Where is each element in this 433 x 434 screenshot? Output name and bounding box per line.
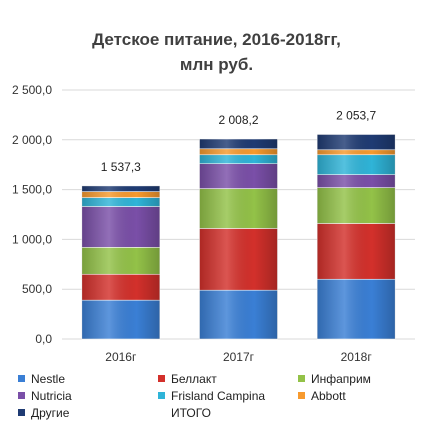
- bar-segment-shading: [199, 188, 278, 229]
- bar-segment-shading: [317, 154, 396, 175]
- bar-segment-shading: [199, 163, 278, 189]
- legend-item-nutricia: Nutricia: [18, 389, 158, 403]
- bar-segment-shading: [317, 223, 396, 280]
- bar-segment-shading: [81, 274, 160, 301]
- legend-label: Nestle: [31, 372, 66, 386]
- bar-segment-shading: [199, 138, 278, 149]
- legend-item-nestle: Nestle: [18, 372, 158, 386]
- total-label: 1 537,3: [101, 160, 141, 174]
- total-label: 2 053,7: [336, 108, 376, 122]
- y-tick-label: 2 500,0: [12, 83, 52, 97]
- legend-swatch: [18, 375, 25, 382]
- legend-swatch: [18, 409, 25, 416]
- legend-item-drugie: Другие: [18, 406, 158, 420]
- x-tick-label: 2018г: [341, 350, 373, 364]
- bar-segment-shading: [317, 134, 396, 150]
- legend-item-abbott: Abbott: [298, 389, 418, 403]
- legend-item-frisland-campina: Frisland Campina: [158, 389, 298, 403]
- bar-segment-shading: [81, 300, 160, 339]
- legend-label: ИТОГО: [171, 406, 211, 420]
- bar-segment-shading: [81, 191, 160, 198]
- legend-item-infaprim: Инфаприм: [298, 372, 418, 386]
- legend-swatch: [158, 375, 165, 382]
- total-label: 2 008,2: [218, 113, 258, 127]
- bar-segment-shading: [81, 247, 160, 275]
- legend-label: Nutricia: [31, 389, 72, 403]
- bar-segment-shading: [199, 290, 278, 339]
- legend: Nestle Беллакт Инфаприм Nutricia Frisland C…: [18, 372, 428, 423]
- legend-swatch: [298, 375, 305, 382]
- bar-segment-shading: [81, 206, 160, 248]
- bar-segment-shading: [317, 279, 396, 339]
- legend-label: Беллакт: [171, 372, 217, 386]
- bar-segment-shading: [199, 148, 278, 155]
- bar-segment-shading: [199, 228, 278, 291]
- bar-segment-shading: [317, 187, 396, 224]
- legend-item-bellakt: Беллакт: [158, 372, 298, 386]
- legend-swatch: [18, 392, 25, 399]
- x-tick-label: 2017г: [223, 350, 255, 364]
- legend-swatch: [158, 409, 165, 416]
- y-tick-label: 2 000,0: [12, 133, 52, 147]
- bar-segment-shading: [317, 149, 396, 155]
- bar-segment-shading: [81, 197, 160, 207]
- y-tick-label: 500,0: [22, 282, 52, 296]
- legend-label: Другие: [31, 406, 70, 420]
- bar-segment-shading: [199, 154, 278, 164]
- legend-swatch: [158, 392, 165, 399]
- chart-subtitle: млн руб.: [179, 55, 254, 74]
- bar-segment-shading: [317, 174, 396, 188]
- bar-segment-shading: [81, 185, 160, 192]
- legend-item-itogo: ИТОГО: [158, 406, 298, 420]
- y-tick-label: 1 500,0: [12, 183, 52, 197]
- legend-label: Abbott: [311, 389, 346, 403]
- y-tick-label: 1 000,0: [12, 232, 52, 246]
- legend-label: Инфаприм: [311, 372, 371, 386]
- x-tick-label: 2016г: [105, 350, 137, 364]
- y-tick-label: 0,0: [35, 332, 52, 346]
- chart-title: Детское питание, 2016-2018гг,: [92, 30, 341, 49]
- legend-label: Frisland Campina: [171, 389, 266, 403]
- legend-swatch: [298, 392, 305, 399]
